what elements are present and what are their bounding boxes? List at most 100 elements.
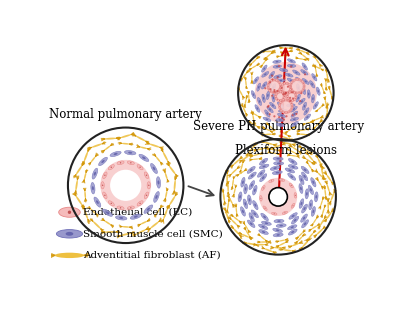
Ellipse shape [268,124,273,129]
Ellipse shape [326,174,332,182]
Ellipse shape [227,183,229,193]
Ellipse shape [288,88,292,93]
Ellipse shape [120,233,132,236]
Ellipse shape [262,94,265,102]
Ellipse shape [290,106,297,112]
Ellipse shape [231,219,238,226]
Ellipse shape [315,68,317,74]
Circle shape [276,90,278,92]
Ellipse shape [108,201,114,206]
Circle shape [281,88,282,89]
Ellipse shape [260,241,268,243]
Ellipse shape [279,119,282,121]
Ellipse shape [150,221,159,229]
Ellipse shape [236,207,237,214]
Ellipse shape [282,132,288,136]
Ellipse shape [265,110,270,117]
Ellipse shape [294,97,297,100]
Ellipse shape [268,80,272,88]
Ellipse shape [250,222,252,225]
Ellipse shape [308,154,314,162]
Circle shape [301,91,302,92]
Ellipse shape [280,110,284,113]
Ellipse shape [297,92,301,94]
Ellipse shape [290,155,297,157]
Circle shape [285,92,286,93]
Circle shape [271,75,273,77]
Ellipse shape [248,172,256,179]
Circle shape [285,92,287,94]
Ellipse shape [128,152,132,154]
Ellipse shape [311,225,318,229]
Circle shape [289,100,291,102]
Ellipse shape [277,102,284,108]
Ellipse shape [280,84,283,88]
Ellipse shape [303,217,305,220]
Ellipse shape [306,116,308,118]
Ellipse shape [301,70,308,75]
Ellipse shape [136,136,146,141]
Text: Severe PH pulmonary artery: Severe PH pulmonary artery [192,120,364,133]
Ellipse shape [287,78,295,83]
Ellipse shape [280,91,284,94]
Circle shape [276,92,284,100]
Ellipse shape [288,165,298,169]
Ellipse shape [324,188,326,197]
Circle shape [290,66,292,68]
Ellipse shape [290,117,298,121]
Ellipse shape [282,211,288,214]
Ellipse shape [242,155,249,161]
Ellipse shape [281,110,284,111]
Ellipse shape [272,212,277,215]
Ellipse shape [275,93,277,97]
Ellipse shape [283,94,285,98]
Ellipse shape [260,174,267,182]
Ellipse shape [240,207,245,216]
Ellipse shape [327,184,330,192]
Ellipse shape [310,81,315,88]
Ellipse shape [318,180,322,187]
Ellipse shape [311,83,313,86]
Ellipse shape [302,102,306,110]
Ellipse shape [256,244,265,245]
Ellipse shape [292,166,295,168]
Circle shape [68,127,184,243]
Ellipse shape [304,169,306,171]
Ellipse shape [134,215,138,218]
Ellipse shape [269,108,271,111]
Ellipse shape [311,178,316,187]
Ellipse shape [245,98,247,105]
Circle shape [279,100,280,101]
Ellipse shape [288,229,297,235]
Ellipse shape [326,106,328,114]
Circle shape [146,195,147,196]
Circle shape [220,139,336,254]
Ellipse shape [274,247,283,249]
Ellipse shape [259,100,260,103]
Circle shape [270,91,271,92]
Ellipse shape [299,50,307,53]
Ellipse shape [278,87,281,91]
Ellipse shape [245,187,246,191]
Ellipse shape [266,112,268,115]
Ellipse shape [311,207,316,216]
Ellipse shape [300,79,304,83]
Ellipse shape [308,163,312,170]
Ellipse shape [268,89,272,93]
Ellipse shape [321,167,324,176]
Ellipse shape [273,65,282,68]
Ellipse shape [274,219,284,223]
Ellipse shape [262,186,265,190]
Ellipse shape [147,182,150,189]
Ellipse shape [101,182,104,189]
Ellipse shape [291,203,295,208]
Ellipse shape [290,107,293,111]
Ellipse shape [244,224,248,230]
Ellipse shape [96,200,99,204]
Ellipse shape [307,90,310,98]
Ellipse shape [267,84,269,88]
Ellipse shape [262,72,269,77]
Ellipse shape [260,172,262,175]
Ellipse shape [294,219,296,222]
Ellipse shape [276,158,280,160]
